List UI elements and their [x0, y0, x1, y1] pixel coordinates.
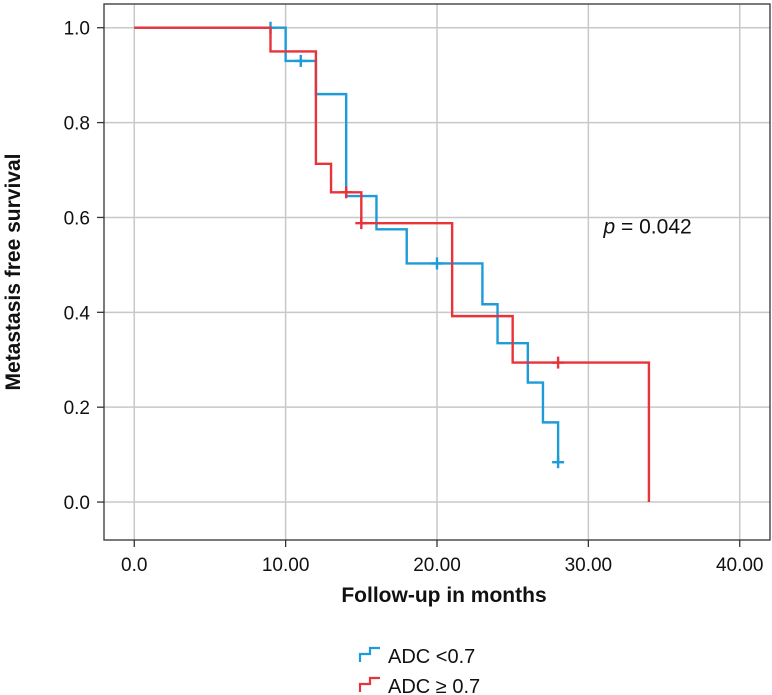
y-tick-label: 0.0 — [64, 493, 90, 514]
survival-curve — [134, 26, 560, 463]
y-tick-label: 0.2 — [64, 398, 90, 419]
legend-swatch — [358, 646, 380, 662]
legend-label: ADC <0.7 — [388, 646, 475, 668]
grid — [104, 4, 770, 540]
y-tick-label: 0.8 — [64, 114, 90, 135]
x-tick-label: 40.00 — [716, 555, 764, 576]
survival-curve — [134, 26, 651, 503]
legend-item-adc-low: ADC <0.7 — [358, 646, 475, 668]
x-tick-label: 0.0 — [121, 555, 147, 576]
legend-swatch — [358, 676, 380, 692]
legend: ADC <0.7 ADC ≥ 0.7 — [358, 646, 480, 695]
y-axis: 0.0 0.2 0.4 0.6 0.8 1.0 — [64, 19, 104, 514]
y-tick-label: 0.4 — [64, 303, 91, 324]
y-tick-label: 0.6 — [64, 208, 90, 229]
p-value-annotation: p = 0.042 — [603, 215, 692, 238]
legend-label: ADC ≥ 0.7 — [388, 676, 480, 695]
x-tick-label: 10.00 — [262, 555, 310, 576]
x-axis-title: Follow-up in months — [341, 584, 546, 607]
y-tick-label: 1.0 — [64, 19, 90, 40]
legend-item-adc-high: ADC ≥ 0.7 — [358, 676, 480, 695]
x-axis: 0.0 10.00 20.00 30.00 40.00 — [121, 540, 764, 576]
y-axis-title: Metastasis free survival — [2, 154, 25, 391]
x-tick-label: 30.00 — [565, 555, 613, 576]
series-layer — [134, 21, 651, 503]
series-adc-low — [134, 21, 565, 469]
series-adc-high — [134, 26, 651, 503]
x-tick-label: 20.00 — [413, 555, 461, 576]
p-symbol: p — [603, 215, 616, 238]
p-value: = 0.042 — [615, 215, 691, 238]
